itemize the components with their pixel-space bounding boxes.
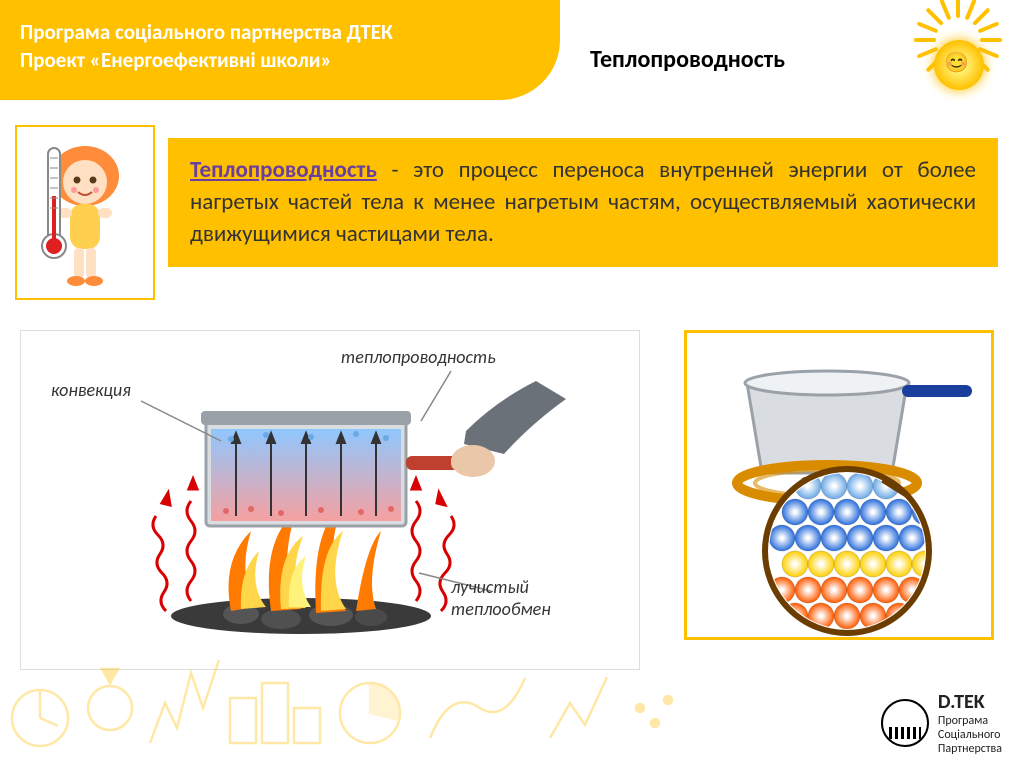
sun-icon: 😊	[904, 10, 1014, 120]
page-title: Теплопроводность	[590, 45, 785, 74]
header-text: Програма соціального партнерства ДТЕК Пр…	[20, 18, 393, 75]
label-convection: конвекция	[51, 379, 131, 401]
logo-brand: D.TEK	[938, 690, 1002, 714]
label-radiation-2: теплообмен	[451, 598, 551, 620]
girl-thermometer-image	[15, 125, 155, 300]
label-radiation-1: лучистый	[450, 576, 529, 598]
heat-transfer-diagram: конвекция теплопроводность лучистый тепл…	[20, 330, 640, 670]
footer-logo: D.TEK Програма Соціального Партнерства	[881, 690, 1002, 756]
conduction-atoms-diagram	[684, 330, 994, 640]
logo-line1: Програма	[938, 714, 1002, 728]
logo-badge-icon	[881, 699, 929, 747]
definition-box: Теплопроводность - это процесс переноса …	[168, 138, 998, 267]
header-line1: Програма соціального партнерства ДТЕК	[20, 18, 393, 46]
label-conduction: теплопроводность	[341, 346, 496, 368]
logo-line2: Соціального	[938, 728, 1002, 742]
definition-term: Теплопроводность	[190, 156, 377, 184]
doodle-background	[0, 648, 700, 768]
definition-dash: -	[377, 156, 413, 184]
logo-line3: Партнерства	[938, 742, 1002, 756]
header-line2: Проект «Енергоефективні школи»	[20, 46, 393, 74]
